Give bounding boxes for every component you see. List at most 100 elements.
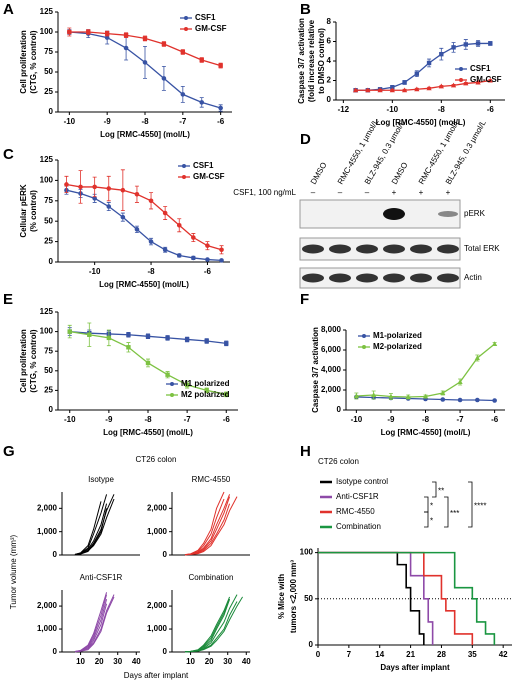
legend-label: Anti-CSF1R xyxy=(336,492,379,501)
y-tick-label: 2 xyxy=(327,76,332,85)
point xyxy=(451,45,456,50)
x-tick-label: -6 xyxy=(223,415,231,424)
x-tick-label: -6 xyxy=(491,415,499,424)
treatment-label: CSF1, 100 ng/mL xyxy=(233,188,296,197)
point xyxy=(176,222,182,228)
point xyxy=(134,191,140,197)
y-tick-label: 25 xyxy=(44,87,53,96)
point xyxy=(191,255,196,261)
y-tick-label: 0 xyxy=(49,405,54,414)
y-tick-label: 1,000 xyxy=(147,624,168,633)
y-tick-label: 25 xyxy=(44,386,53,395)
y-tick-label: 6 xyxy=(327,37,332,46)
y-tick-label: 50 xyxy=(44,67,53,76)
point xyxy=(67,329,72,334)
chart: 0 1,000 2,000 10 20 30 40 Anti-CSF1R xyxy=(37,573,141,666)
point xyxy=(67,29,72,35)
panel-label: F xyxy=(300,291,309,308)
y-tick-label: 100 xyxy=(40,176,54,185)
y-axis-label: Cellular pERK xyxy=(19,184,28,238)
x-tick-label: -9 xyxy=(387,415,395,424)
chart: 0 1,000 2,000 RMC-4550 xyxy=(147,475,250,559)
panel-label: A xyxy=(3,1,14,18)
treatment-sign: + xyxy=(446,188,451,197)
x-tick-label: -7 xyxy=(457,415,465,424)
y-tick-label: 100 xyxy=(300,548,314,557)
point xyxy=(492,398,497,403)
y-tick-label: 0 xyxy=(163,550,168,559)
point xyxy=(219,258,224,263)
treatment-sign: + xyxy=(392,188,397,197)
point xyxy=(86,29,91,35)
point xyxy=(371,392,377,397)
y-tick-label: 4,000 xyxy=(321,365,342,374)
point xyxy=(365,87,371,93)
point xyxy=(402,80,407,85)
legend-label: GM-CSF xyxy=(193,172,225,181)
point xyxy=(439,51,444,57)
series-line xyxy=(184,491,225,556)
panel-label: H xyxy=(300,443,311,460)
legend-marker xyxy=(459,78,463,82)
legend-label: GM-CSF xyxy=(195,24,227,33)
chart-title: Isotype xyxy=(88,475,114,484)
point xyxy=(219,247,224,253)
legend-marker xyxy=(459,67,463,71)
legend-marker xyxy=(184,27,188,31)
point xyxy=(120,187,126,193)
point xyxy=(123,45,129,51)
x-axis-label: Days after implant xyxy=(380,663,450,672)
point xyxy=(475,397,480,403)
series-line xyxy=(184,496,238,556)
x-tick-label: 28 xyxy=(437,650,446,659)
series-line xyxy=(74,501,102,555)
x-tick-label: -10 xyxy=(387,105,399,114)
x-tick-label: 20 xyxy=(95,657,104,666)
chart: 0 50 100 0 7 14 21 28 35 42 CT26 colon Days after i… xyxy=(277,457,512,672)
point xyxy=(162,247,168,253)
chart-title: Anti-CSF1R xyxy=(80,573,123,582)
x-tick-label: -6 xyxy=(217,117,225,126)
panel-label: B xyxy=(300,1,311,18)
legend-label: Combination xyxy=(336,522,381,531)
series-line xyxy=(356,343,496,398)
point xyxy=(450,82,457,88)
x-tick-label: 20 xyxy=(205,657,214,666)
y-tick-label: 2,000 xyxy=(321,385,342,394)
point xyxy=(426,85,432,91)
lane-label: DMSO xyxy=(309,161,329,186)
point xyxy=(204,338,209,344)
significance-label: * xyxy=(430,517,433,526)
x-tick-label: 10 xyxy=(76,657,85,666)
point xyxy=(126,345,131,350)
x-tick-label: 40 xyxy=(132,657,141,666)
point xyxy=(463,80,469,86)
x-tick-label: -8 xyxy=(144,415,152,424)
y-tick-label: 1,000 xyxy=(37,624,58,633)
x-tick-label: 30 xyxy=(223,657,232,666)
point xyxy=(184,382,190,388)
y-tick-label: 4 xyxy=(327,56,332,65)
x-tick-label: -7 xyxy=(184,415,192,424)
point xyxy=(352,87,359,93)
point xyxy=(145,334,151,339)
treatment-sign: + xyxy=(419,188,424,197)
chart: 0 25 50 75 100 125 -10 -9 -8 -7 -6 Log [RMC-4550] (… xyxy=(19,7,232,139)
x-tick-label: -8 xyxy=(422,415,430,424)
blot-strip xyxy=(299,237,461,261)
point xyxy=(205,243,210,248)
point xyxy=(390,85,395,90)
band-label: Total ERK xyxy=(464,244,500,253)
y-tick-label: 100 xyxy=(40,327,54,336)
point xyxy=(224,341,229,346)
survival-curve xyxy=(318,551,496,645)
point xyxy=(165,335,170,341)
x-tick-label: 7 xyxy=(347,650,352,659)
panel-label: G xyxy=(3,443,15,460)
group-title: CT26 colon xyxy=(136,455,177,464)
significance-bracket xyxy=(424,496,429,513)
band-label: Actin xyxy=(464,273,482,282)
series-line xyxy=(184,594,238,653)
x-tick-label: -10 xyxy=(64,415,76,424)
y-tick-label: 50 xyxy=(44,216,53,225)
